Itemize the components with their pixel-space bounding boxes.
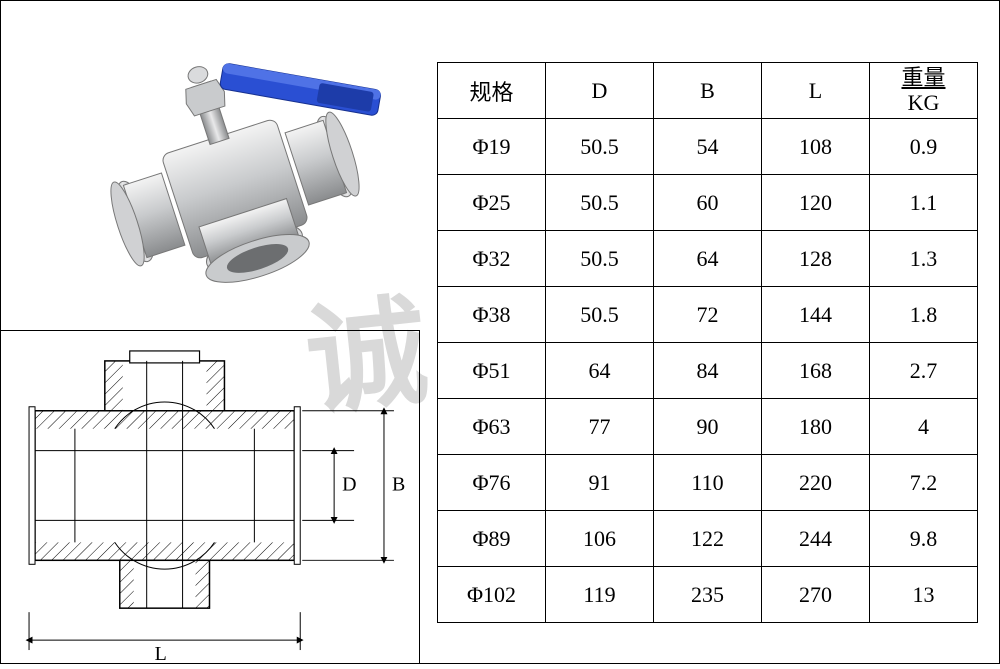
cell-L: 220 [762,455,870,511]
cell-L: 120 [762,175,870,231]
cell-D: 50.5 [546,119,654,175]
table-row: Φ3850.5721441.8 [438,287,978,343]
cell-B: 84 [654,343,762,399]
cell-spec: Φ19 [438,119,546,175]
cell-spec: Φ76 [438,455,546,511]
cell-L: 168 [762,343,870,399]
cell-spec: Φ102 [438,567,546,623]
cell-spec: Φ38 [438,287,546,343]
cell-spec: Φ63 [438,399,546,455]
table-row: Φ6377901804 [438,399,978,455]
cell-weight: 2.7 [870,343,978,399]
cell-D: 64 [546,343,654,399]
cell-weight: 1.3 [870,231,978,287]
cell-D: 50.5 [546,287,654,343]
cell-B: 122 [654,511,762,567]
table-row: Φ5164841682.7 [438,343,978,399]
cell-B: 110 [654,455,762,511]
cell-weight: 13 [870,567,978,623]
table-row: Φ10211923527013 [438,567,978,623]
cell-L: 144 [762,287,870,343]
cell-B: 60 [654,175,762,231]
cell-L: 270 [762,567,870,623]
cell-spec: Φ51 [438,343,546,399]
header-b: B [654,63,762,119]
cell-B: 54 [654,119,762,175]
header-weight: 重量 KG [870,63,978,119]
cell-spec: Φ32 [438,231,546,287]
valve-illustration [60,14,410,304]
header-weight-unit: KG [908,90,940,115]
dim-label-b: B [392,474,405,496]
cell-spec: Φ89 [438,511,546,567]
cell-D: 50.5 [546,231,654,287]
section-drawing: D B L [0,331,419,664]
header-spec: 规格 [438,63,546,119]
cell-D: 50.5 [546,175,654,231]
engineering-drawing: D B L [0,330,420,664]
cell-B: 64 [654,231,762,287]
cell-D: 119 [546,567,654,623]
cell-B: 90 [654,399,762,455]
table-row: Φ76911102207.2 [438,455,978,511]
header-weight-label: 重量 [901,66,945,90]
cell-weight: 1.8 [870,287,978,343]
dim-label-d: D [342,474,356,496]
cell-spec: Φ25 [438,175,546,231]
header-l: L [762,63,870,119]
table-row: Φ891061222449.8 [438,511,978,567]
header-d: D [546,63,654,119]
table-row: Φ1950.5541080.9 [438,119,978,175]
product-photo [60,14,410,304]
cell-L: 108 [762,119,870,175]
cell-weight: 0.9 [870,119,978,175]
cell-D: 77 [546,399,654,455]
table-row: Φ3250.5641281.3 [438,231,978,287]
cell-L: 128 [762,231,870,287]
cell-D: 91 [546,455,654,511]
cell-weight: 1.1 [870,175,978,231]
spec-table-header-row: 规格 D B L 重量 KG [438,63,978,119]
cell-L: 244 [762,511,870,567]
spec-table: 规格 D B L 重量 KG Φ1950.5541080.9Φ2550.5601… [437,62,978,623]
cell-B: 235 [654,567,762,623]
cell-weight: 7.2 [870,455,978,511]
cell-weight: 9.8 [870,511,978,567]
cell-L: 180 [762,399,870,455]
cell-B: 72 [654,287,762,343]
table-row: Φ2550.5601201.1 [438,175,978,231]
cell-weight: 4 [870,399,978,455]
dim-label-l: L [155,643,167,664]
cell-D: 106 [546,511,654,567]
